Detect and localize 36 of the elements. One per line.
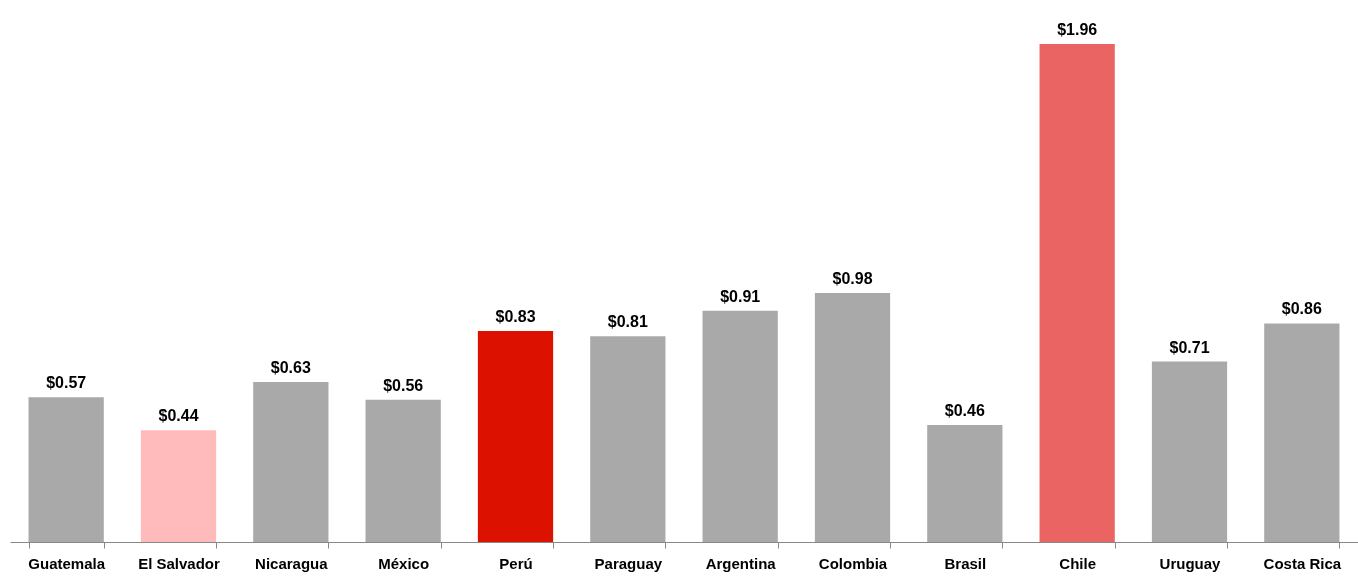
x-tick-label: Perú	[499, 554, 533, 572]
data-label: $0.83	[495, 308, 536, 326]
data-label: $0.57	[46, 374, 87, 392]
bar	[253, 381, 329, 542]
bar	[702, 310, 778, 542]
x-tick-label: Colombia	[818, 554, 888, 572]
x-tick-label: Chile	[1059, 554, 1097, 572]
x-tick-label: El Salvador	[138, 554, 221, 572]
bar	[1264, 323, 1340, 542]
bar	[590, 336, 666, 542]
data-label: $0.44	[158, 407, 199, 425]
data-label: $0.46	[944, 402, 985, 420]
x-tick-label: México	[378, 554, 430, 572]
bar	[1151, 361, 1228, 542]
x-tick-label: Brasil	[944, 554, 987, 572]
bar	[140, 430, 217, 542]
data-label: $0.81	[607, 313, 648, 331]
bar	[28, 397, 104, 542]
x-tick-label: Costa Rica	[1263, 554, 1342, 572]
x-tick-label: Argentina	[705, 554, 777, 572]
data-label: $0.91	[720, 287, 761, 305]
x-tick-label: Guatemala	[28, 554, 106, 572]
data-label: $0.63	[270, 358, 311, 376]
bar	[477, 331, 554, 542]
data-label: $0.56	[383, 376, 424, 394]
bar	[1039, 44, 1115, 542]
x-tick-label: Uruguay	[1159, 554, 1222, 572]
x-tick-label: Nicaragua	[255, 554, 329, 572]
bar	[365, 399, 441, 542]
data-label: $1.96	[1057, 21, 1098, 38]
bar	[814, 293, 891, 542]
bar	[927, 425, 1003, 542]
x-tick-label: Paraguay	[594, 554, 663, 572]
data-label: $0.86	[1281, 300, 1322, 318]
data-label: $0.98	[832, 270, 873, 287]
data-label: $0.71	[1169, 338, 1210, 356]
